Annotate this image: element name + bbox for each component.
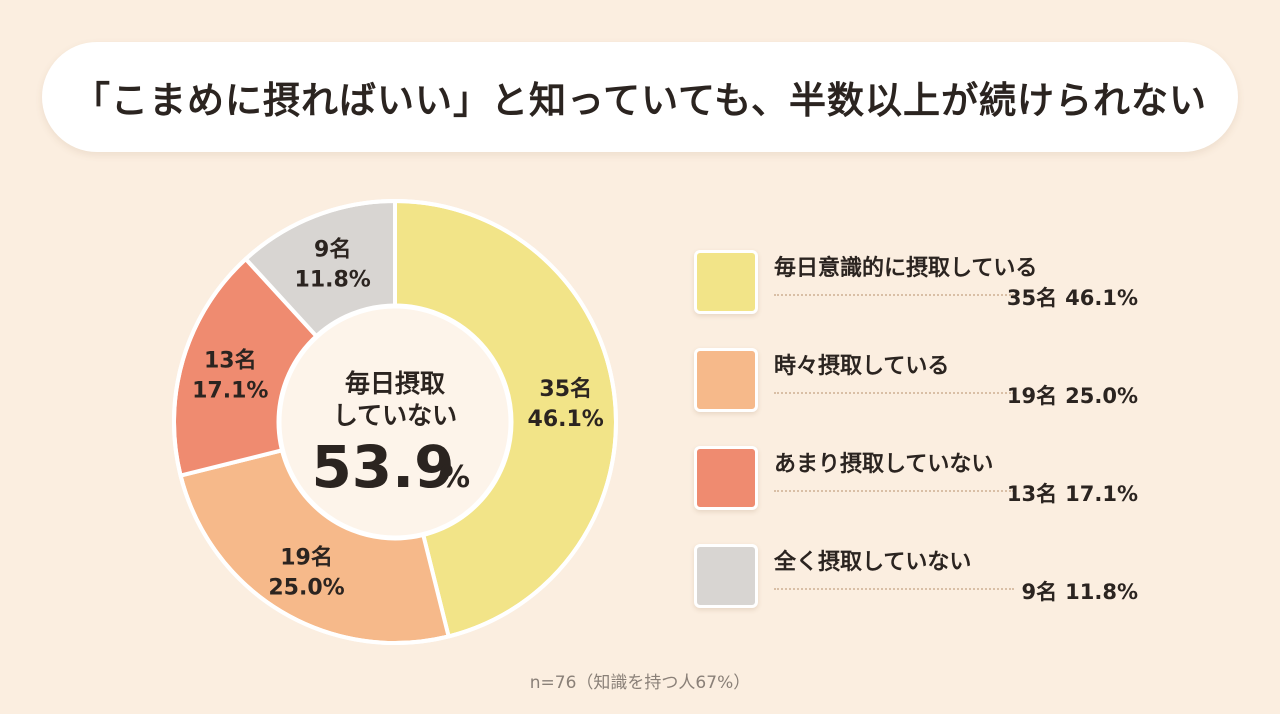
legend-leader-dots [774, 294, 1014, 296]
slice-count-label-0: 35名 [539, 376, 592, 402]
legend-percent-never: 11.8% [1065, 580, 1138, 604]
legend-label-sometimes: 時々摂取している [774, 354, 950, 379]
legend-value-never: 9名 11.8% [1022, 576, 1138, 606]
legend-value-daily: 35名 46.1% [1007, 282, 1138, 312]
footnote: n=76（知識を持つ人67%） [529, 673, 751, 693]
legend-percent-daily: 46.1% [1065, 286, 1138, 310]
legend-leader-dots [774, 392, 1014, 394]
donut-slices [172, 199, 618, 645]
legend-item-daily: 毎日意識的に摂取している 35名 46.1% [694, 250, 1144, 314]
legend-count-rarely: 13名 [1006, 482, 1058, 506]
legend-label-never: 全く摂取していない [774, 550, 972, 575]
title-banner: 「こまめに摂ればいい」と知っていても、半数以上が続けられない [42, 42, 1238, 152]
slice-percent-label-2: 17.1% [192, 378, 268, 403]
center-value: 53.9 [311, 433, 454, 501]
legend-item-never: 全く摂取していない 9名 11.8% [694, 544, 1144, 608]
center-label: 毎日摂取 していない 53.9 % [311, 369, 470, 501]
legend-item-sometimes: 時々摂取している 19名 25.0% [694, 348, 1144, 412]
donut-center-disc [276, 303, 514, 541]
legend-label-rarely: あまり摂取していない [774, 452, 994, 477]
legend-swatch-daily [694, 250, 758, 314]
center-line1: 毎日摂取 [345, 369, 445, 398]
donut-outer-border [172, 199, 618, 645]
slice-count-label-3: 9名 [314, 237, 351, 263]
slice-labels: 35名 46.1% 19名 25.0% 13名 17.1% 9名 11.8% [192, 237, 604, 601]
legend-swatch-rarely [694, 446, 758, 510]
legend-percent-rarely: 17.1% [1065, 482, 1138, 506]
legend-value-sometimes: 19名 25.0% [1007, 380, 1138, 410]
legend-count-never: 9名 [1021, 580, 1058, 604]
slice-count-label-1: 19名 [280, 544, 333, 570]
legend-item-rarely: あまり摂取していない 13名 17.1% [694, 446, 1144, 510]
slice-count-label-2: 13名 [204, 347, 257, 373]
legend-count-daily: 35名 [1006, 286, 1058, 310]
legend-label-daily: 毎日意識的に摂取している [774, 256, 1038, 281]
legend-percent-sometimes: 25.0% [1065, 384, 1138, 408]
center-unit: % [440, 460, 470, 495]
center-line2: していない [333, 401, 457, 430]
legend-swatch-never [694, 544, 758, 608]
slice-percent-label-0: 46.1% [528, 407, 604, 432]
chart-title: 「こまめに摂ればいい」と知っていても、半数以上が続けられない [72, 79, 1208, 122]
legend-leader-dots [774, 588, 1014, 590]
legend-leader-dots [774, 490, 1014, 492]
slice-percent-label-3: 11.8% [295, 268, 371, 293]
slice-percent-label-1: 25.0% [268, 575, 344, 600]
legend-swatch-sometimes [694, 348, 758, 412]
legend-value-rarely: 13名 17.1% [1007, 478, 1138, 508]
legend-count-sometimes: 19名 [1006, 384, 1058, 408]
